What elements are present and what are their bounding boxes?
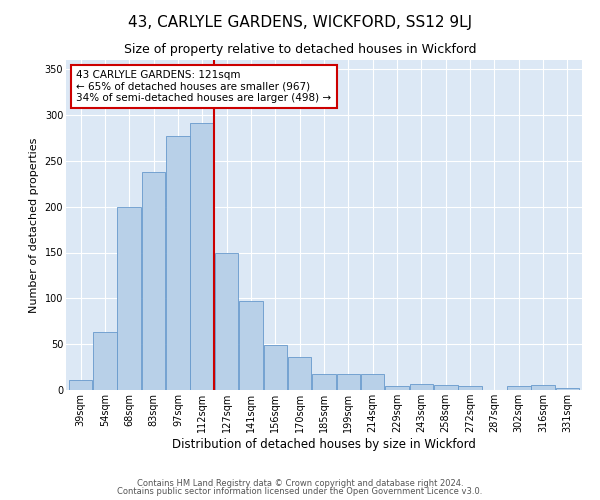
Text: Contains HM Land Registry data © Crown copyright and database right 2024.: Contains HM Land Registry data © Crown c…: [137, 478, 463, 488]
Y-axis label: Number of detached properties: Number of detached properties: [29, 138, 39, 312]
Bar: [556, 388, 579, 390]
Bar: [507, 386, 530, 390]
Bar: [93, 332, 117, 390]
Bar: [288, 357, 311, 390]
Bar: [337, 374, 360, 390]
Bar: [410, 384, 433, 390]
Bar: [118, 206, 141, 390]
Text: Contains public sector information licensed under the Open Government Licence v3: Contains public sector information licen…: [118, 487, 482, 496]
Bar: [215, 252, 238, 390]
Bar: [190, 123, 214, 390]
Text: Size of property relative to detached houses in Wickford: Size of property relative to detached ho…: [124, 42, 476, 56]
Bar: [385, 386, 409, 390]
Text: 43 CARLYLE GARDENS: 121sqm
← 65% of detached houses are smaller (967)
34% of sem: 43 CARLYLE GARDENS: 121sqm ← 65% of deta…: [76, 70, 331, 103]
Bar: [166, 136, 190, 390]
Bar: [531, 386, 555, 390]
X-axis label: Distribution of detached houses by size in Wickford: Distribution of detached houses by size …: [172, 438, 476, 451]
Bar: [458, 386, 482, 390]
Bar: [263, 345, 287, 390]
Bar: [361, 374, 385, 390]
Bar: [239, 301, 263, 390]
Text: 43, CARLYLE GARDENS, WICKFORD, SS12 9LJ: 43, CARLYLE GARDENS, WICKFORD, SS12 9LJ: [128, 15, 472, 30]
Bar: [434, 384, 458, 390]
Bar: [69, 380, 92, 390]
Bar: [312, 374, 336, 390]
Bar: [142, 172, 166, 390]
